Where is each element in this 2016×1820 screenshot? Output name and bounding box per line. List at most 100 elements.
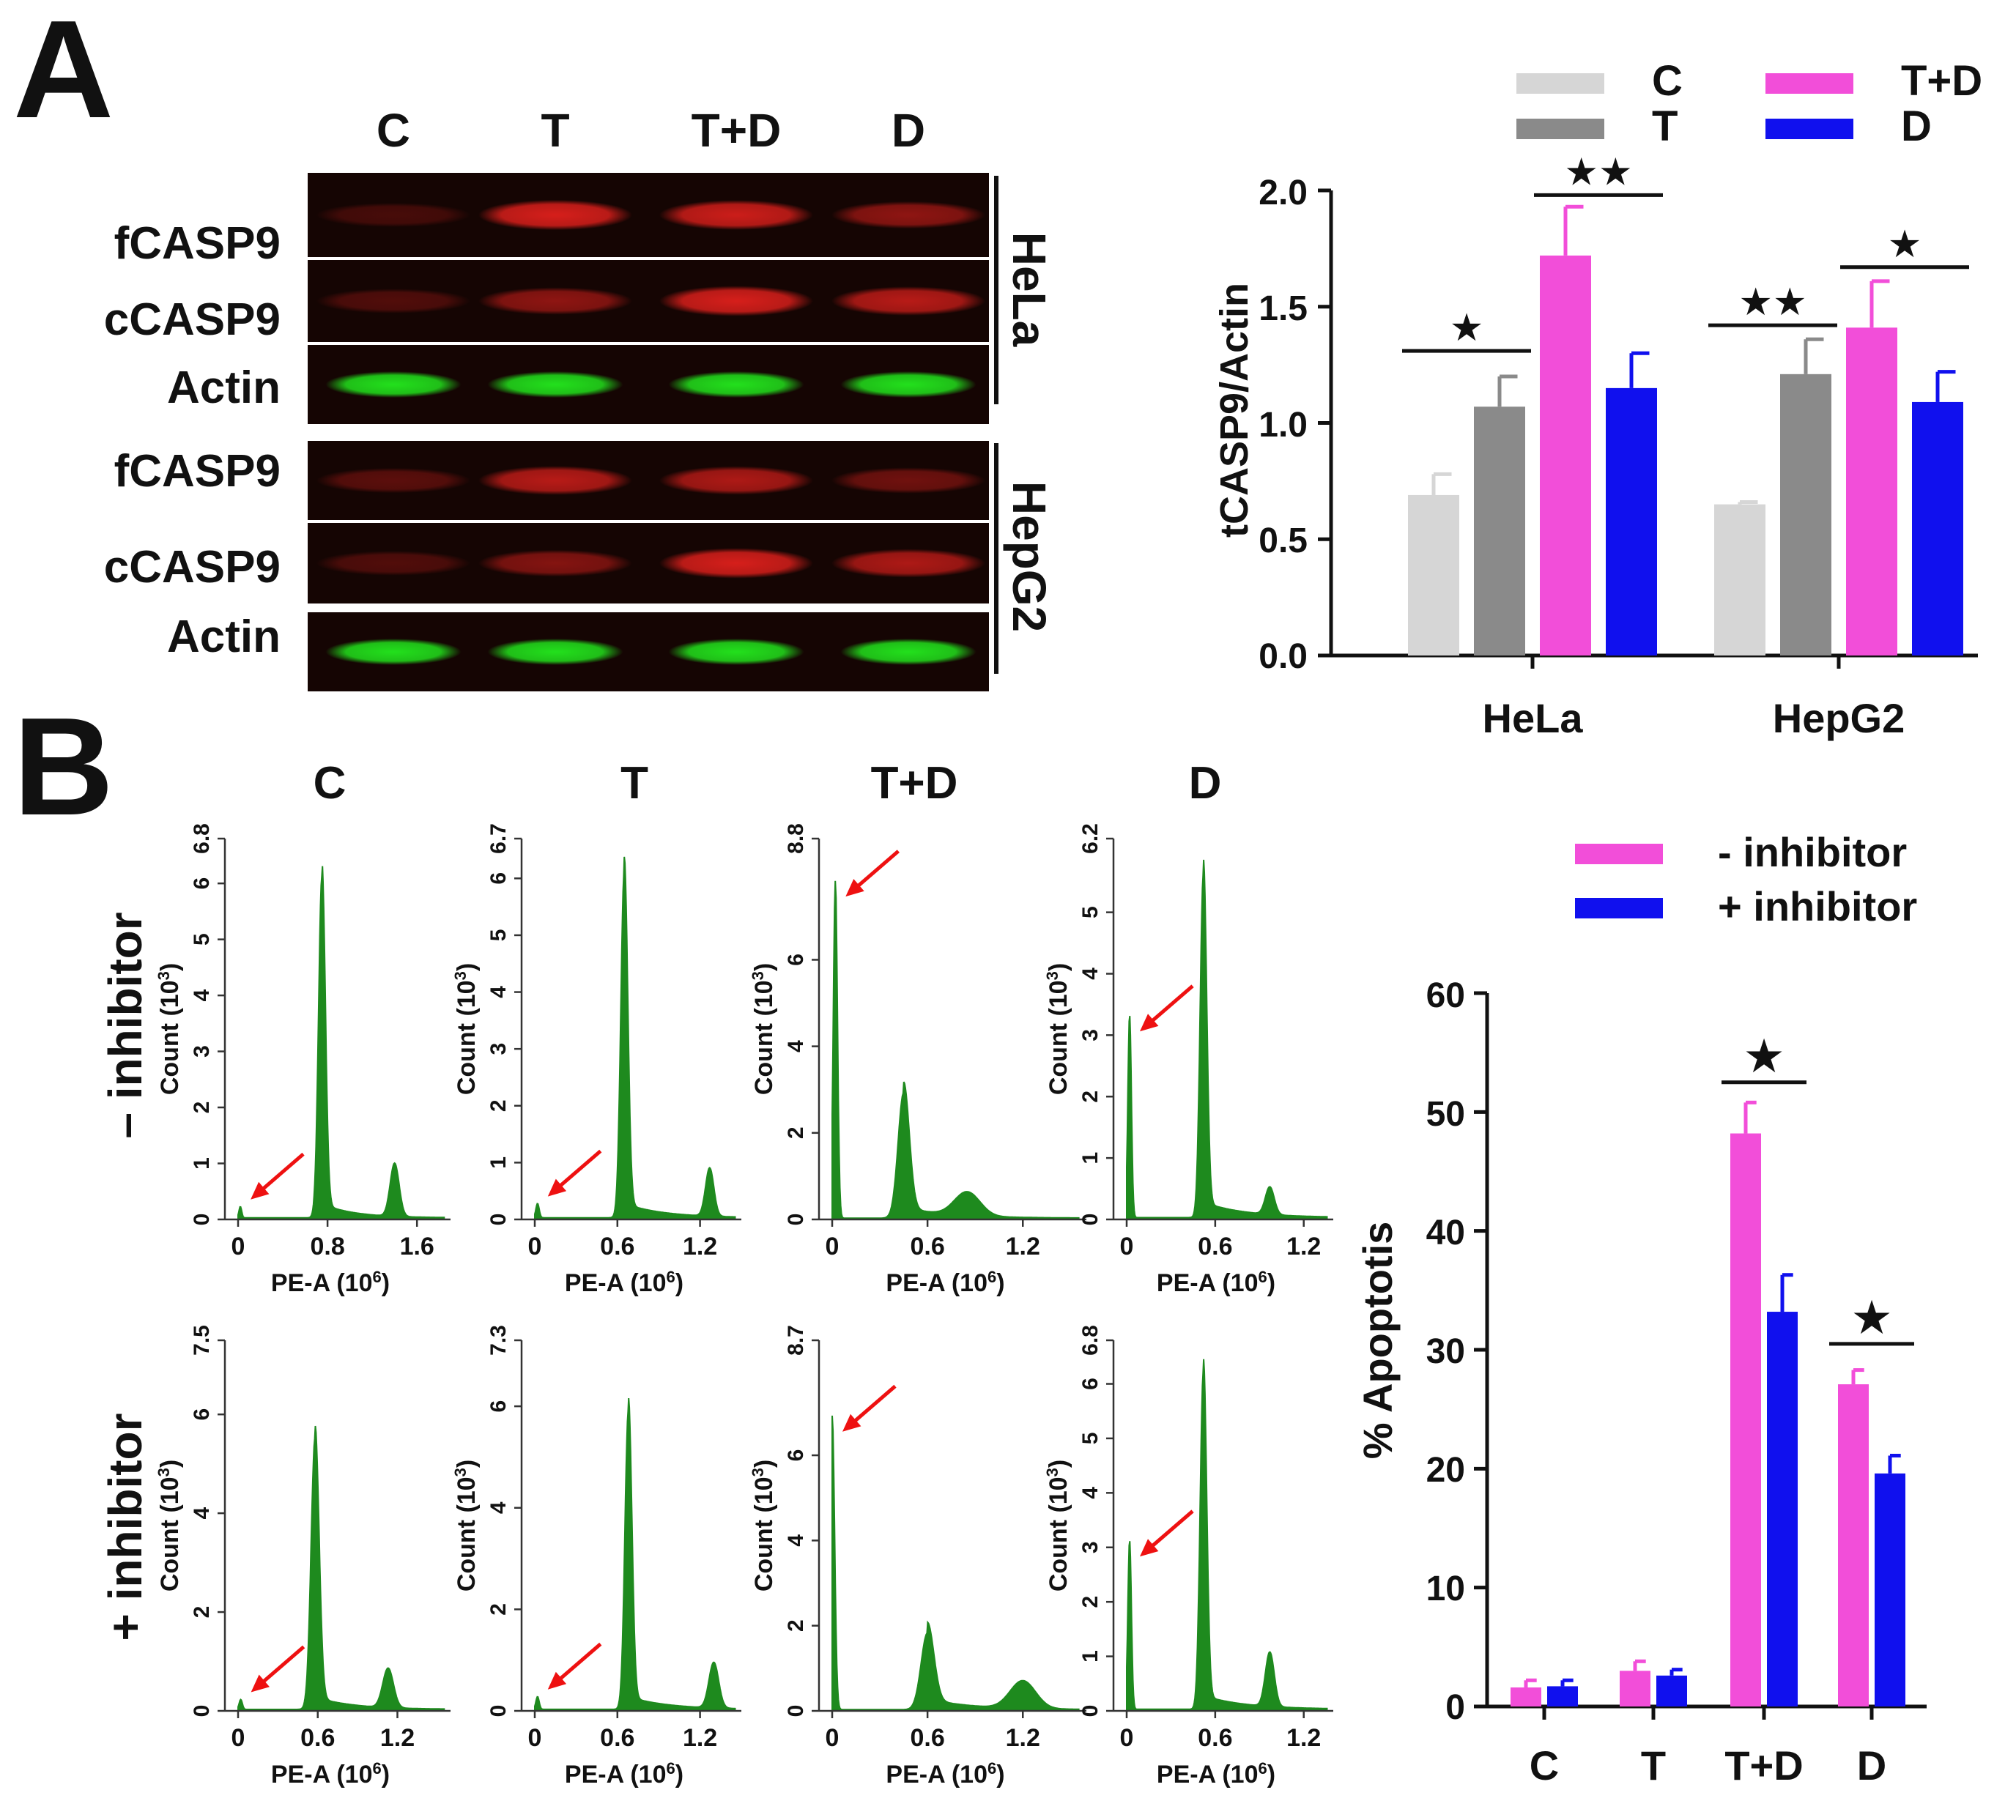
blot-band xyxy=(831,286,985,316)
histogram-fill xyxy=(534,1398,736,1712)
significance-star: ★ xyxy=(1850,1291,1892,1344)
axis-label-suffix: ) xyxy=(750,963,778,971)
axis-label-suffix: ) xyxy=(675,1269,683,1297)
y-tick-label: 4 xyxy=(190,989,214,1001)
y-tick-label: 10 xyxy=(1426,1570,1465,1608)
axis-label-suffix: ) xyxy=(453,963,481,971)
axis-label-suffix: ) xyxy=(453,1460,481,1468)
axis-label-exponent: 3 xyxy=(1043,1468,1061,1477)
y-tick-label: 0 xyxy=(190,1214,214,1226)
pe-a-axis-label: PE-A (106) xyxy=(565,1759,683,1789)
y-tick-label: 4 xyxy=(1078,1487,1102,1499)
bar--inhibitor xyxy=(1511,1687,1541,1706)
legend-swatch xyxy=(1516,73,1604,94)
y-tick-label: 0 xyxy=(190,1705,214,1717)
blot-band xyxy=(487,371,623,398)
blot-row-label: Actin xyxy=(167,363,281,413)
bar--inhibitor xyxy=(1875,1473,1905,1706)
y-tick-label: 60 xyxy=(1426,976,1465,1015)
pe-a-axis-label: PE-A (106) xyxy=(1157,1268,1275,1297)
axis-label-exponent: 3 xyxy=(1043,971,1061,980)
blot-band xyxy=(316,289,470,313)
arrow-head xyxy=(845,879,864,897)
x-tick-label: 0.6 xyxy=(910,1724,944,1752)
x-tick-label: 0.6 xyxy=(300,1724,335,1752)
pe-a-axis-label: PE-A (106) xyxy=(271,1759,390,1789)
x-tick-label: 0 xyxy=(826,1724,840,1752)
x-tick-label: 1.2 xyxy=(683,1233,717,1260)
y-tick-label: 1 xyxy=(486,1156,511,1169)
y-tick-label: 8.8 xyxy=(784,823,808,854)
arrow-head xyxy=(547,1671,567,1690)
y-tick-label: 6 xyxy=(190,1408,214,1421)
y-tick-label: 4 xyxy=(1078,967,1102,980)
blot-band xyxy=(325,639,462,665)
bar-T-D xyxy=(1540,255,1591,655)
histogram-fill xyxy=(831,1415,1080,1712)
bar-D xyxy=(1606,387,1657,655)
x-tick-label: 0 xyxy=(528,1233,542,1260)
panel-label-b: B xyxy=(13,689,114,844)
flow-histogram: 0 1 2 3 4 5 6 6.8 0 0.6 1.2 Count (103) PE-A (106) xyxy=(1043,1325,1333,1789)
axis-label-suffix: ) xyxy=(675,1761,683,1789)
pe-a-axis-label: PE-A (106) xyxy=(565,1268,683,1297)
x-category-label: D xyxy=(1857,1742,1886,1789)
legend-label-d: D xyxy=(1901,103,1932,150)
x-tick-label: 1.2 xyxy=(683,1724,717,1752)
count-axis-label: Count (103) xyxy=(155,1460,184,1591)
axis-label-suffix: ) xyxy=(156,1460,184,1468)
histogram-fill xyxy=(237,866,445,1220)
x-category-label: HepG2 xyxy=(1773,695,1905,741)
tcasp9-bar-chart: C T T+D D tCASP9/Actin HeLa HepG2 0.0 0.… xyxy=(1212,57,1982,741)
flow-column-label: T+D xyxy=(871,758,958,809)
axis-label-suffix: ) xyxy=(1267,1761,1275,1789)
axis-label-suffix: ) xyxy=(382,1269,390,1297)
blot-band xyxy=(659,200,813,230)
y-tick-label: 1 xyxy=(190,1157,214,1170)
y-tick-label: 4 xyxy=(486,1501,511,1514)
count-axis-label: Count (103) xyxy=(749,1460,778,1591)
x-tick-label: 0 xyxy=(231,1233,245,1260)
y-tick-label: 5 xyxy=(1078,1433,1102,1445)
flow-histogram: 0 1 2 3 4 5 6 6.7 0 0.6 1.2 Count (103) PE-A (106) xyxy=(451,823,741,1297)
flow-row-label: – inhibitor xyxy=(99,912,152,1138)
count-axis-label: Count (103) xyxy=(451,1460,481,1591)
blot-band xyxy=(659,548,813,579)
y-tick-label: 4 xyxy=(486,986,511,998)
x-tick-label: 0 xyxy=(1120,1233,1134,1260)
bar--inhibitor xyxy=(1620,1671,1650,1706)
flow-histogram: 0 1 2 3 4 5 6.2 0 0.6 1.2 Count (103) PE-A (106) xyxy=(1043,823,1333,1297)
y-tick-label: 2.0 xyxy=(1259,174,1308,212)
blot-lane-label: T+D xyxy=(692,104,782,157)
x-tick-label: 0.6 xyxy=(910,1233,944,1260)
legend-label-c: C xyxy=(1652,57,1683,105)
axis-label-suffix: ) xyxy=(750,1460,778,1468)
blot-band xyxy=(478,466,632,495)
y-tick-label: 1.0 xyxy=(1259,406,1308,445)
y-tick-label: 4 xyxy=(784,1534,808,1547)
blot-row-label: Actin xyxy=(167,612,281,662)
blot-band xyxy=(840,639,976,665)
flow-column-label: T xyxy=(620,758,648,809)
count-axis-label: Count (103) xyxy=(1043,963,1072,1095)
y-tick-label: 6 xyxy=(784,954,808,966)
y-tick-label: 0 xyxy=(486,1214,511,1226)
significance-star: ★ xyxy=(1743,1030,1785,1082)
y-tick-label: 1.5 xyxy=(1259,289,1308,328)
significance-star: ★ xyxy=(1450,307,1484,349)
blot-band xyxy=(478,549,632,577)
x-tick-label: 0.6 xyxy=(1198,1233,1232,1260)
axis-label-exponent: 6 xyxy=(372,1268,381,1286)
x-tick-label: 0 xyxy=(826,1233,840,1260)
axis-label-exponent: 3 xyxy=(155,1468,173,1477)
y-tick-label: 7.5 xyxy=(190,1325,214,1356)
blot-lane-label: T xyxy=(541,104,569,157)
x-tick-label: 0 xyxy=(1120,1724,1134,1752)
bar-T xyxy=(1780,374,1831,655)
y-tick-label: 5 xyxy=(486,929,511,942)
y-tick-label: 3 xyxy=(1078,1541,1102,1553)
bar-C xyxy=(1408,494,1459,655)
count-axis-label: Count (103) xyxy=(155,963,184,1095)
western-blot: C T T+D D fCASP9 cCASP9 Actin fCASP9 cCA… xyxy=(104,104,1056,691)
y-tick-label: 20 xyxy=(1426,1451,1465,1490)
